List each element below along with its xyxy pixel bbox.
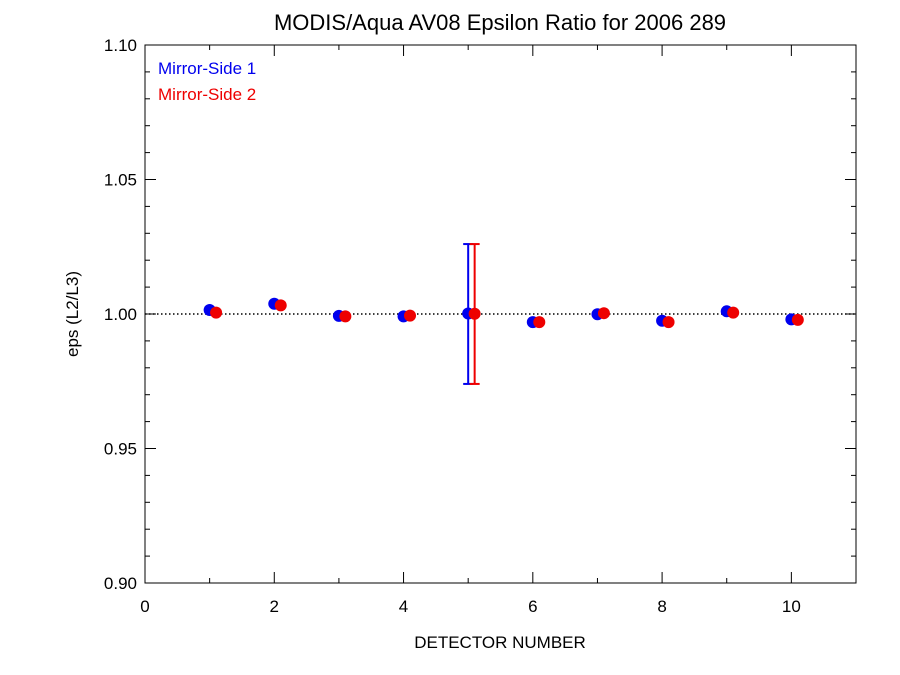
x-tick-label: 2 [270, 597, 279, 616]
x-tick-label: 4 [399, 597, 408, 616]
data-point-series-2 [404, 309, 417, 322]
y-tick-label: 1.05 [104, 171, 137, 190]
data-point-series-2 [662, 316, 675, 329]
data-point-series-2 [210, 306, 223, 319]
x-tick-label: 10 [782, 597, 801, 616]
y-axis-label: eps (L2/L3) [63, 271, 82, 357]
x-axis-label: DETECTOR NUMBER [414, 633, 586, 652]
x-tick-label: 0 [140, 597, 149, 616]
data-point-series-2 [339, 310, 352, 323]
axes: 0 2 4 6 8 10 0.90 0.95 1.00 1.05 1.10 [104, 36, 857, 616]
y-tick-label: 0.90 [104, 574, 137, 593]
data-point-series-2 [727, 306, 740, 319]
plot-area [145, 243, 856, 385]
data-point-series-2 [274, 299, 287, 312]
legend-entry-mirror-side-2: Mirror-Side 2 [158, 85, 256, 104]
legend-entry-mirror-side-1: Mirror-Side 1 [158, 59, 256, 78]
y-tick-label: 1.10 [104, 36, 137, 55]
x-tick-label: 6 [528, 597, 537, 616]
y-tick-label: 0.95 [104, 440, 137, 459]
data-point-series-2 [468, 307, 481, 320]
y-tick-label: 1.00 [104, 305, 137, 324]
data-point-series-2 [597, 307, 610, 320]
data-point-series-2 [533, 316, 546, 329]
x-tick-label: 8 [657, 597, 666, 616]
legend: Mirror-Side 1 Mirror-Side 2 [158, 59, 256, 104]
data-point-series-2 [791, 313, 804, 326]
chart-title: MODIS/Aqua AV08 Epsilon Ratio for 2006 2… [274, 10, 726, 35]
